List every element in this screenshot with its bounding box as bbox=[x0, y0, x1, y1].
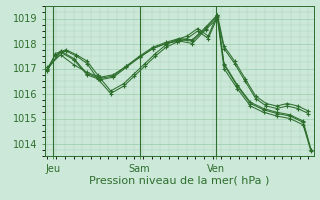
X-axis label: Pression niveau de la mer( hPa ): Pression niveau de la mer( hPa ) bbox=[89, 175, 269, 185]
